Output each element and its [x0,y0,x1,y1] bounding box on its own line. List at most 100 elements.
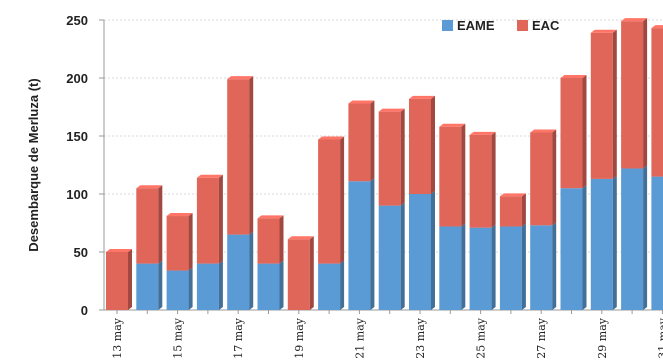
bars-layer [106,18,663,310]
y-tick-label: 250 [66,13,88,28]
bar-side-eame [188,267,193,310]
bar-side-eame [491,224,496,310]
bar-segment-eac [530,132,553,226]
bar-segment-eame [166,270,189,310]
x-tick-label: 13 may [111,317,124,358]
bar-top [590,29,617,33]
bar-top [318,136,345,140]
bar-side-eac [128,249,132,310]
bar-top [409,95,435,99]
bar-top [439,123,466,127]
bar-stack [257,215,284,310]
bar-stack [348,100,375,310]
bar-top [196,174,223,178]
bar-segment-eame [439,226,462,310]
bar-stack [378,108,405,310]
bar-side-eame [370,178,375,310]
bar-side-eame [552,222,557,310]
bar-side-eac [309,236,314,310]
bar-stack [530,129,557,310]
bar-segment-eame [469,227,492,310]
bar-side-eame [612,175,617,310]
bar-segment-eac [227,79,250,235]
legend-label-eac: EAC [532,18,560,33]
x-tick-label: 31 may [656,317,663,358]
y-tick-label: 0 [81,303,88,318]
bar-side-eac [400,108,405,206]
bar-stack [499,193,526,310]
bar-side-eac [431,95,435,194]
bar-top [106,249,132,252]
bar-side-eame [218,260,223,310]
bar-top [287,236,314,240]
bar-stack [560,75,587,310]
bar-side-eame [279,260,284,310]
bar-stack [621,18,648,310]
x-tick-label: 21 may [353,317,366,358]
bar-side-eac [249,76,254,235]
bar-stack [439,123,466,310]
bar-segment-eac [499,196,522,227]
bar-top [378,108,405,112]
bar-segment-eac [651,28,663,177]
bar-side-eame [400,202,405,310]
bar-segment-eac [106,252,128,310]
bar-side-eac [552,129,557,226]
bar-stack [469,131,496,310]
bar-segment-eac [136,188,159,264]
bar-top [257,215,284,219]
bar-side-eac [340,136,345,264]
bar-stack [136,185,163,310]
bar-segment-eac [378,111,401,206]
y-axis-label: Desembarque de Merluza (t) [26,78,41,251]
bar-segment-eame [136,263,159,310]
bar-side-eac [582,75,587,189]
bar-side-eac [370,100,375,182]
bar-segment-eac [621,21,644,169]
bar-segment-eac [590,32,613,179]
bar-stack [196,174,223,310]
bar-segment-eame [196,263,219,310]
bar-segment-eame [257,263,280,310]
bar-segment-eac [287,239,310,310]
bar-top [499,193,526,197]
bar-stack [106,249,132,310]
bar-side-eame [249,231,254,310]
bar-top [651,25,663,29]
legend-swatch-eame [442,20,453,31]
x-tick-label: 19 may [293,317,306,358]
legend-swatch-eac [517,20,528,31]
bar-stack [651,25,663,310]
bar-segment-eame [499,226,522,310]
y-tick-label: 200 [66,71,88,86]
bar-side-eame [521,223,526,310]
bar-stack [318,136,345,310]
bar-segment-eame [378,205,401,310]
x-tick-label: 23 may [414,317,427,358]
bar-segment-eame [318,263,341,310]
bar-stack [166,213,193,310]
bar-top [166,213,193,217]
bar-segment-eac [469,134,492,228]
x-tick-label: 27 may [535,317,548,358]
bar-segment-eame [530,225,553,310]
bar-stack [287,236,314,310]
bar-side-eac [643,18,648,169]
bar-side-eame [582,185,587,310]
bar-segment-eame [651,176,663,310]
bar-side-eac [218,174,223,264]
bar-stack [409,95,435,310]
bar-side-eame [158,260,163,310]
y-tick-label: 100 [66,187,88,202]
bar-segment-eame [348,181,371,310]
y-tick-label: 50 [74,245,88,260]
bar-side-eac [612,29,617,179]
y-tick-labels: 0 50 100 150 200 250 [66,13,88,318]
bar-top [530,129,557,133]
legend-label-eame: EAME [457,18,495,33]
bar-side-eac [158,185,163,264]
bar-segment-eac [409,98,431,194]
bar-segment-eac [257,218,280,264]
bar-top [621,18,648,22]
x-tick-labels: 13 may 15 may 17 may 19 may 21 may 23 may 25 m… [111,317,663,358]
